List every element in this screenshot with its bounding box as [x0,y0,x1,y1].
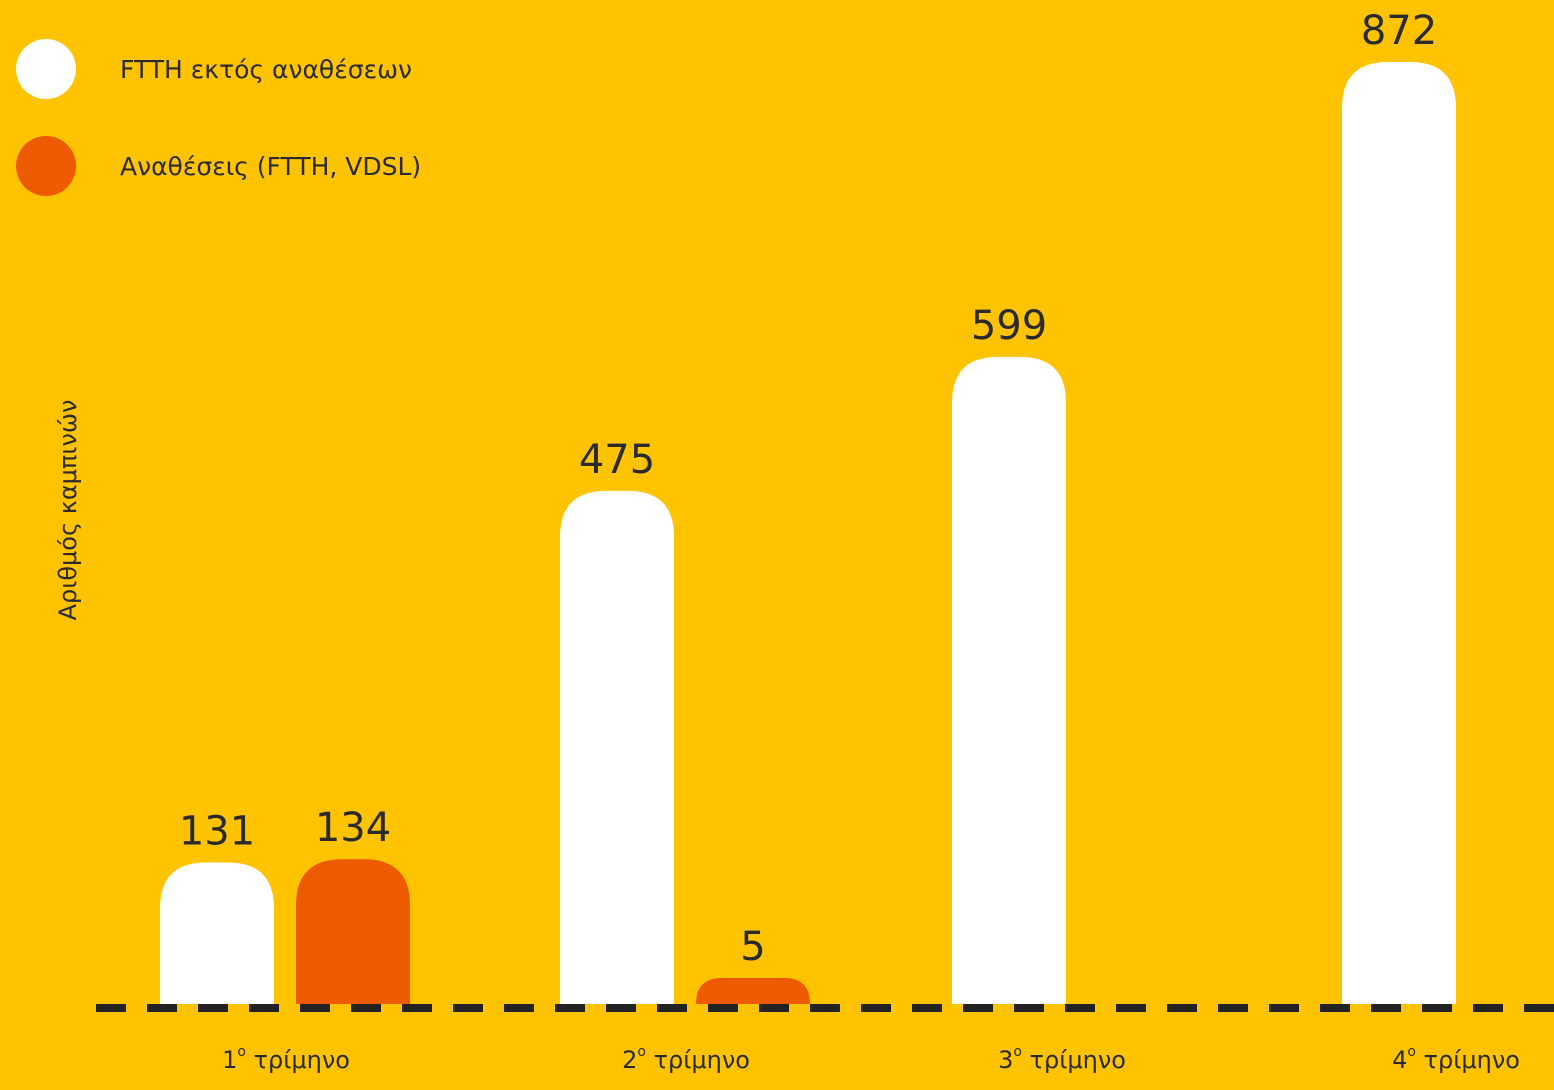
x-tick-ordinal-1: ο [637,1044,646,1060]
x-tick-number-1: 2 [622,1046,638,1074]
legend-label-assignments: Αναθέσεις (FTTH, VDSL) [120,151,422,181]
bar-series0-cat2 [952,356,1066,1004]
x-tick-word-3: τρίμηνο [1415,1046,1520,1074]
x-tick-word-1: τρίμηνο [645,1046,750,1074]
x-tick-label-0: 1ο τρίμηνο [222,1044,350,1074]
x-tick-ordinal-2: ο [1013,1044,1022,1060]
data-label-series0-cat2: 599 [971,303,1047,349]
bar-series0-cat1 [560,490,674,1004]
x-tick-word-2: τρίμηνο [1021,1046,1126,1074]
x-tick-number-3: 4 [1392,1046,1408,1074]
x-tick-label-3: 4ο τρίμηνο [1392,1044,1520,1074]
data-label-series1-cat1: 5 [740,924,765,970]
x-tick-label-1: 2ο τρίμηνο [622,1044,750,1074]
bar-series1-cat1 [696,978,810,1004]
legend-swatch-ftth [16,39,76,99]
x-tick-word-0: τρίμηνο [245,1046,350,1074]
legend-label-ftth: FTTH εκτός αναθέσεων [120,54,412,84]
data-label-series1-cat0: 134 [315,805,391,851]
data-label-series0-cat3: 872 [1361,8,1437,54]
x-tick-ordinal-3: ο [1407,1044,1416,1060]
legend-swatch-assignments [16,136,76,196]
bar-series0-cat3 [1342,62,1456,1004]
x-tick-label-2: 3ο τρίμηνο [998,1044,1126,1074]
bar-series1-cat0 [296,859,410,1004]
data-label-series0-cat0: 131 [179,808,255,854]
legend-item-assignments: Αναθέσεις (FTTH, VDSL) [16,136,421,196]
x-tick-number-0: 1 [222,1046,238,1074]
legend-item-ftth: FTTH εκτός αναθέσεων [16,39,412,99]
data-label-series0-cat1: 475 [579,437,655,483]
bar-series0-cat0 [160,862,274,1004]
x-tick-ordinal-0: ο [237,1044,246,1060]
x-tick-number-2: 3 [998,1046,1014,1074]
